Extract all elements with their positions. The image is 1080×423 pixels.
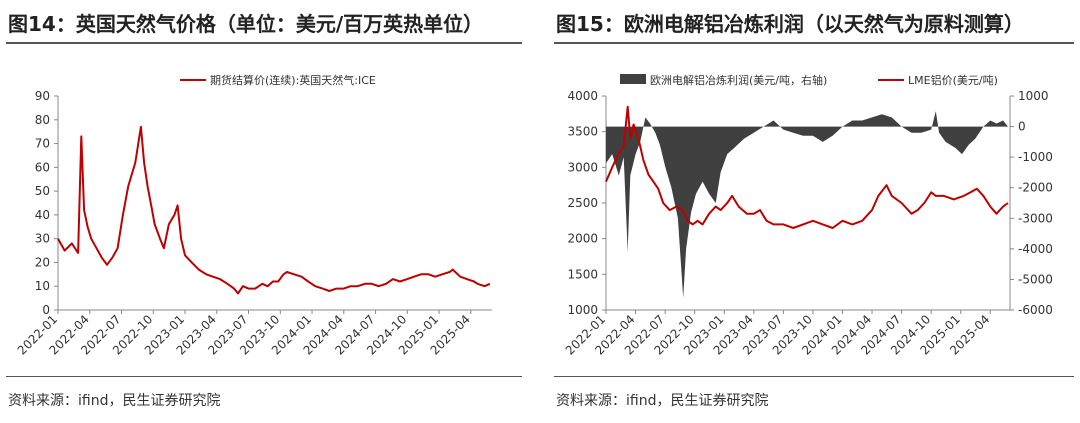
left-bottom-rule bbox=[6, 376, 522, 377]
y-left-tick-label: 1500 bbox=[567, 267, 598, 281]
left-figure-title: 图14：英国天然气价格（单位：美元/百万英热单位） bbox=[8, 12, 484, 36]
right-figure-panel: 图15：欧洲电解铝冶炼利润（以天然气为原料测算） 欧洲电解铝冶炼利润(美元/吨，… bbox=[548, 0, 1080, 423]
legend-label-gas: 期货结算价(连续):英国天然气:ICE bbox=[210, 73, 376, 87]
y-tick-label: 20 bbox=[35, 255, 50, 269]
legend-label-profit: 欧洲电解铝冶炼利润(美元/吨，右轴) bbox=[650, 73, 827, 87]
y-left-tick-label: 3000 bbox=[567, 160, 598, 174]
y-right-tick-label: 1000 bbox=[1018, 89, 1049, 103]
y-left-tick-label: 4000 bbox=[567, 89, 598, 103]
legend-label-lme: LME铝价(美元/吨) bbox=[908, 73, 998, 87]
y-tick-label: 80 bbox=[35, 113, 50, 127]
legend-swatch-profit bbox=[620, 74, 646, 84]
series-line-gas-price bbox=[57, 125, 491, 295]
y-left-tick-label: 2000 bbox=[567, 232, 598, 246]
y-tick-label: 50 bbox=[35, 184, 50, 198]
left-chart: 期货结算价(连续):英国天然气:ICE010203040506070809020… bbox=[15, 73, 492, 358]
y-tick-label: 30 bbox=[35, 232, 50, 246]
series-line-lme-aluminium bbox=[605, 105, 1009, 229]
y-right-tick-label: -5000 bbox=[1018, 272, 1053, 286]
right-bottom-rule bbox=[554, 376, 1074, 377]
y-tick-label: 60 bbox=[35, 160, 50, 174]
left-figure-panel: 图14：英国天然气价格（单位：美元/百万英热单位） 期货结算价(连续):英国天然… bbox=[0, 0, 528, 423]
y-tick-label: 70 bbox=[35, 137, 50, 151]
series-area-smelting-profit bbox=[606, 111, 1008, 298]
y-right-tick-label: -6000 bbox=[1018, 303, 1053, 317]
y-right-tick-label: -3000 bbox=[1018, 211, 1053, 225]
y-right-tick-label: -1000 bbox=[1018, 150, 1053, 164]
y-right-tick-label: -2000 bbox=[1018, 181, 1053, 195]
y-left-tick-label: 3500 bbox=[567, 125, 598, 139]
y-left-tick-label: 1000 bbox=[567, 303, 598, 317]
y-tick-label: 10 bbox=[35, 279, 50, 293]
right-figure-title: 图15：欧洲电解铝冶炼利润（以天然气为原料测算） bbox=[556, 12, 1024, 36]
right-source-note: 资料来源：ifind，民生证券研究院 bbox=[556, 393, 769, 409]
y-tick-label: 0 bbox=[42, 303, 50, 317]
y-right-tick-label: -4000 bbox=[1018, 242, 1053, 256]
y-right-tick-label: 0 bbox=[1018, 120, 1026, 134]
left-source-note: 资料来源：ifind，民生证券研究院 bbox=[8, 393, 221, 409]
right-title-rule bbox=[554, 42, 1074, 44]
right-chart: 欧洲电解铝冶炼利润(美元/吨，右轴) LME铝价(美元/吨) 1000 1500 200… bbox=[563, 73, 1053, 358]
y-left-tick-label: 2500 bbox=[567, 196, 598, 210]
left-title-rule bbox=[6, 42, 522, 44]
y-tick-label: 90 bbox=[35, 89, 50, 103]
y-tick-label: 40 bbox=[35, 208, 50, 222]
